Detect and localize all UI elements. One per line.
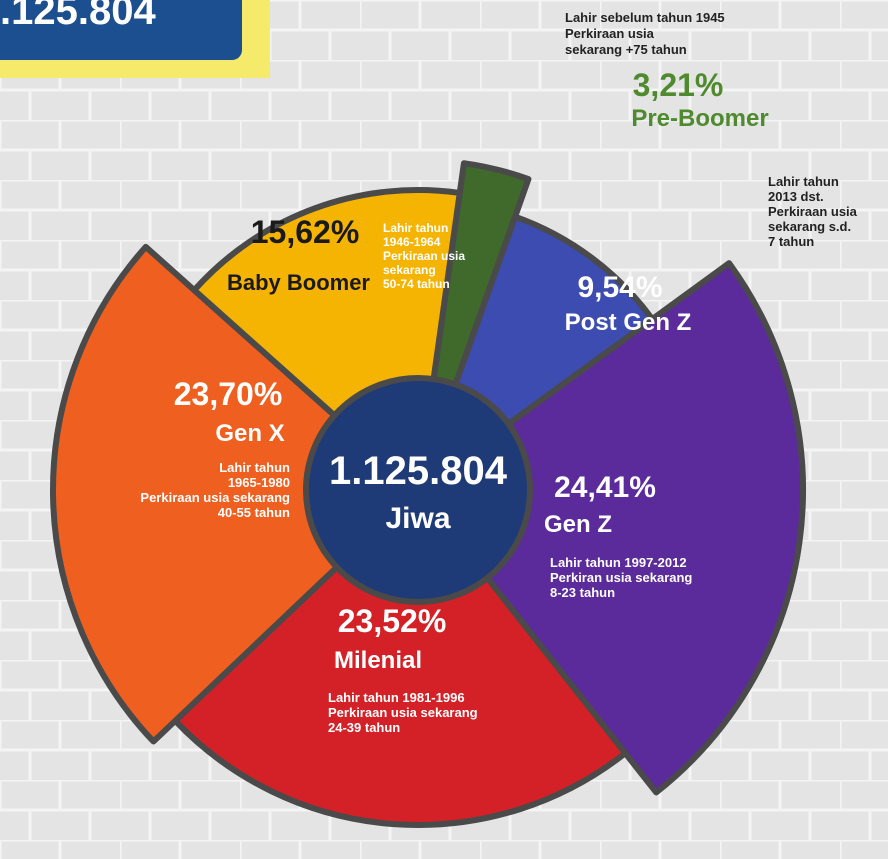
description-line: 8-23 tahun <box>550 585 615 600</box>
header-total: .125.804 <box>0 0 156 33</box>
category-label: Gen X <box>215 420 284 447</box>
pie-slice <box>415 260 806 796</box>
description-line: sekarang +75 tahun <box>565 42 687 57</box>
description-line: Lahir tahun 1981-1996 <box>328 690 465 705</box>
description-line: Perkiran usia sekarang <box>550 570 692 585</box>
header-box: .125.804 <box>0 0 270 78</box>
description-line: 50-74 tahun <box>383 277 450 291</box>
category-label: Milenial <box>334 647 422 674</box>
value-label: 9,54% <box>577 271 662 304</box>
description-line: Lahir tahun <box>768 174 839 189</box>
description-line: 40-55 tahun <box>218 505 290 520</box>
description-line: Lahir tahun <box>383 221 448 235</box>
category-label: Gen Z <box>544 511 612 538</box>
pie-slice <box>50 243 421 745</box>
description-line: Lahir tahun <box>219 460 290 475</box>
center-unit: Jiwa <box>385 502 450 535</box>
description-line: Lahir tahun 1997-2012 <box>550 555 687 570</box>
description-line: Perkiraan usia <box>383 249 465 263</box>
pie <box>50 160 806 828</box>
description-line: 1965-1980 <box>228 475 290 490</box>
description-line: Perkiraan usia sekarang <box>140 490 290 505</box>
center-circle <box>303 375 533 605</box>
value-label: 23,52% <box>338 603 447 639</box>
description-line: 2013 dst. <box>768 189 824 204</box>
category-label: Baby Boomer <box>227 270 370 295</box>
description-line: Perkiraan usia <box>565 26 655 41</box>
description-line: Lahir sebelum tahun 1945 <box>565 10 725 25</box>
description-line: sekarang s.d. <box>768 219 851 234</box>
center-value: 1.125.804 <box>329 449 508 493</box>
description-line: Perkiraan usia sekarang <box>328 705 478 720</box>
value-label: 15,62% <box>251 214 360 250</box>
value-label: 3,21% <box>633 67 724 103</box>
pie-slice <box>172 487 629 828</box>
category-label: Post Gen Z <box>565 309 692 336</box>
description-line: 7 tahun <box>768 234 814 249</box>
description-line: Perkiraan usia <box>768 204 858 219</box>
description-line: 24-39 tahun <box>328 720 400 735</box>
value-label: 24,41% <box>554 471 656 504</box>
category-label: Pre-Boomer <box>631 105 768 132</box>
description-line: sekarang <box>383 263 436 277</box>
description-line: 1946-1964 <box>383 235 441 249</box>
value-label: 23,70% <box>174 376 283 412</box>
